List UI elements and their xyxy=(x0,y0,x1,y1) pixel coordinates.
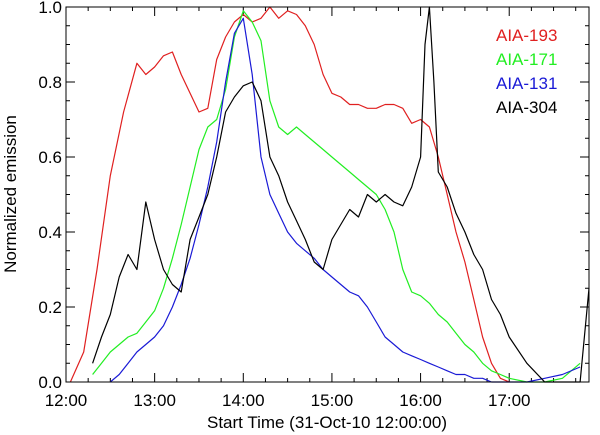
plot-frame xyxy=(65,6,590,383)
legend: AIA-193 AIA-171 AIA-131 AIA-304 xyxy=(496,26,557,117)
x-axis-title: Start Time (31-Oct-10 12:00:00) xyxy=(207,413,447,432)
y-axis-title: Normalized emission xyxy=(1,115,20,273)
x-tick-labels: 12:00 13:00 14:00 15:00 16:00 17:00 xyxy=(45,391,531,410)
x-tick-label: 12:00 xyxy=(45,391,88,410)
y-tick-label: 0.8 xyxy=(38,73,62,92)
series-lines xyxy=(69,6,590,383)
x-tick-label: 13:00 xyxy=(133,391,176,410)
y-tick-label: 0.4 xyxy=(38,223,62,242)
tick-marks xyxy=(65,6,589,383)
x-tick-label: 16:00 xyxy=(399,391,442,410)
series-line-aia-193 xyxy=(69,6,510,383)
x-tick-label: 17:00 xyxy=(488,391,531,410)
series-line-aia-171 xyxy=(92,10,581,383)
legend-entry: AIA-193 xyxy=(496,26,557,45)
y-tick-label: 1.0 xyxy=(38,0,62,17)
y-tick-labels: 0.0 0.2 0.4 0.6 0.8 1.0 xyxy=(38,0,62,392)
legend-entry: AIA-171 xyxy=(496,50,557,69)
series-line-aia-304 xyxy=(92,6,590,383)
y-tick-label: 0.2 xyxy=(38,298,62,317)
y-tick-label: 0.0 xyxy=(38,373,62,392)
x-tick-label: 15:00 xyxy=(311,391,354,410)
legend-entry: AIA-304 xyxy=(496,98,557,117)
y-tick-label: 0.6 xyxy=(38,148,62,167)
legend-entry: AIA-131 xyxy=(496,74,557,93)
x-tick-label: 14:00 xyxy=(222,391,265,410)
